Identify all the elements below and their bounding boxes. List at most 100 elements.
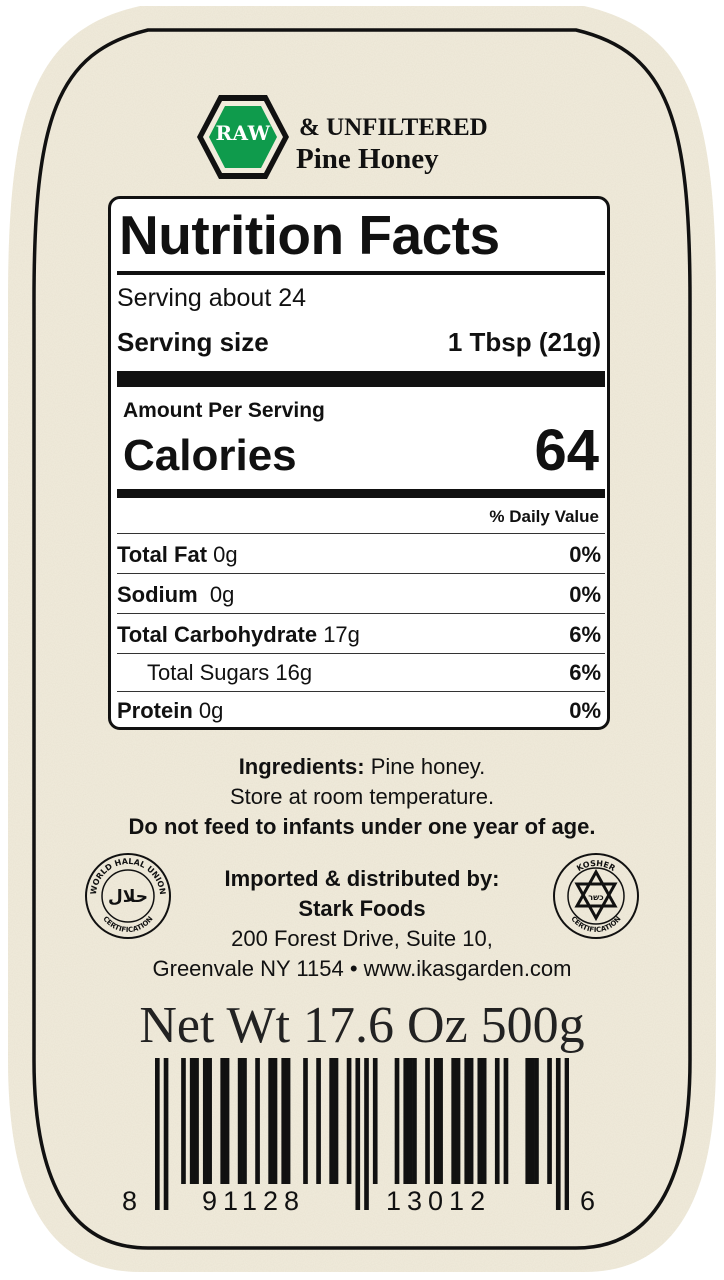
ingredients-line: Ingredients: Pine honey. [0,752,724,782]
nutrient-name: Total Fat [117,542,208,567]
amount-per-serving: Amount Per Serving [123,399,325,422]
nutrient-amount: Total Sugars 16g [147,660,313,685]
serving-size-label: Serving size [117,327,269,357]
servings-per-container: Serving about 24 [117,284,307,312]
barcode-bar [412,1058,417,1184]
barcode-bar [155,1058,160,1210]
barcode-bar [481,1058,487,1184]
nutrient-name: Sodium [117,582,198,607]
nutrient-amount: 0g [209,582,235,607]
barcode-bar [394,1058,400,1184]
calories-value: 64 [534,418,599,483]
star-of-david-icon [574,868,618,922]
raw-hexagon-badge: RAW [195,92,291,182]
barcode-bar [346,1058,352,1184]
barcode-bar [181,1058,186,1184]
svg-text:CERTIFICATION: CERTIFICATION [101,915,154,934]
ingredients-label: Ingredients: [238,754,365,779]
nutrient-row-total-fat: Total Fat 0g 0% [117,537,601,575]
nutrient-dv: 0% [569,582,601,607]
barcode-left-digits: 91128 [202,1186,306,1216]
brand-subtitle: & UNFILTERED [299,114,488,141]
barcode-bar [494,1058,500,1184]
product-name: Pine Honey [296,143,439,175]
medium-rule [117,489,605,498]
storage-instructions: Store at room temperature. [229,784,495,809]
barcode-first-digit: 8 [122,1186,138,1216]
barcode [155,1058,569,1210]
barcode-bar [433,1058,439,1184]
barcode-bar [194,1058,199,1184]
barcode-bar [272,1058,278,1184]
barcode-bar [329,1058,334,1184]
svg-text:KOSHER: KOSHER [575,859,617,873]
halal-certification-seal: WORLD HALAL UNION CERTIFICATION حلال [85,853,171,939]
barcode-bar [564,1058,569,1210]
nutrient-dv: 0% [569,542,601,567]
barcode-bar [525,1058,531,1184]
halal-seal-center-text: حلال [108,887,148,907]
row-divider [117,613,605,614]
row-divider [117,573,605,574]
nutrient-name: Protein [117,698,193,723]
nutrient-dv: 6% [569,660,601,685]
net-weight: Net Wt 17.6 Oz 500g [139,997,585,1054]
nutrient-row-total-carbohydrate: Total Carbohydrate 17g 6% [117,617,601,655]
barcode-bar [477,1058,483,1184]
nutrient-dv: 0% [569,698,601,723]
barcode-bar [555,1058,561,1210]
barcode-bar [303,1058,308,1184]
title-rule [117,271,605,275]
barcode-bar [242,1058,247,1184]
barcode-bar [220,1058,226,1184]
brand-header: RAW [195,92,575,182]
barcode-bar [407,1058,413,1184]
barcode-last-digit: 6 [580,1186,596,1216]
barcode-bar [268,1058,273,1184]
barcode-bar [333,1058,339,1184]
infant-warning: Do not feed to infants under one year of… [128,814,596,839]
barcode-bar [438,1058,443,1184]
nutrition-facts-panel: Nutrition Facts Serving about 24 Serving… [108,196,610,730]
barcode-bar [163,1058,169,1210]
hexagon-icon [197,95,289,179]
calories-label: Calories [123,431,297,480]
barcode-bar [316,1058,321,1184]
barcode-bar [464,1058,470,1184]
nutrient-amount: 0g [213,542,238,567]
distributor-name: Stark Foods [298,896,426,921]
barcode-bar [534,1058,539,1184]
barcode-bar [255,1058,260,1184]
kosher-certification-seal: KOSHER CERTIFICATION כשר [553,853,639,939]
nutrient-row-sodium: Sodium 0g 0% [117,577,601,615]
nutrition-facts-title: Nutrition Facts [119,204,500,266]
barcode-bar [224,1058,230,1184]
daily-value-header: % Daily Value [489,507,599,526]
nutrient-amount: 17g [323,622,360,647]
barcode-bar [364,1058,369,1210]
barcode-bar [207,1058,212,1184]
barcode-bar [529,1058,535,1184]
distributor-address-2: Greenvale NY 1154 • www.ikasgarden.com [152,956,572,981]
barcode-bar [547,1058,552,1184]
distributor-address-1: 200 Forest Drive, Suite 10, [231,926,493,951]
ingredients-text: Pine honey. [370,754,486,779]
barcode-bar [237,1058,243,1184]
barcode-right-digits: 13012 [386,1186,492,1216]
nutrient-dv: 6% [569,622,601,647]
barcode-bar [455,1058,461,1184]
nutrient-row-total-sugars: Total Sugars 16g 6% [117,655,601,693]
row-divider [117,533,605,534]
label-border [32,28,692,1250]
barcode-bar [403,1058,409,1184]
barcode-bar [425,1058,430,1184]
barcode-bar [189,1058,195,1184]
barcode-bar [372,1058,378,1184]
nutrient-row-protein: Protein 0g 0% [117,693,601,731]
barcode-bar [468,1058,474,1184]
halal-seal-bottom-text: CERTIFICATION [101,915,154,934]
thick-rule [117,371,605,387]
barcode-bar [355,1058,361,1210]
nutrient-amount: 0g [198,698,224,723]
